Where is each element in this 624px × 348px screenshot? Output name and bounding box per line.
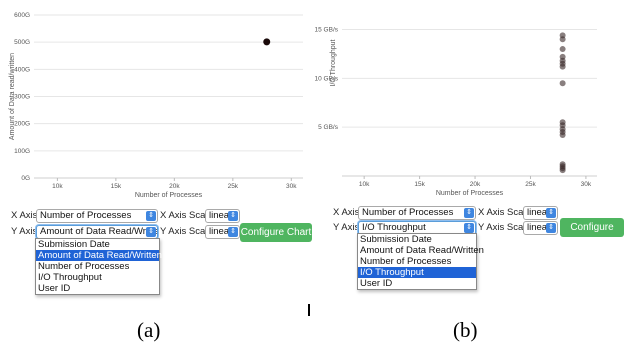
caption-a: (a) (137, 318, 161, 342)
y-axis-title: Amount of Data read/written (9, 53, 16, 140)
chevron-updown-icon: ⇕ (464, 208, 474, 218)
y-tick-label: 0G (21, 175, 30, 182)
y-tick-label: 5 GB/s (318, 124, 339, 131)
x-tick-label: 15k (111, 183, 122, 190)
y-axis-scale-select[interactable]: linear ⇕ (205, 225, 240, 239)
dropdown-option[interactable]: Number of Processes (38, 261, 130, 272)
x-axis-label: X Axis (11, 210, 38, 221)
x-tick-label: 20k (470, 181, 481, 188)
chevron-updown-icon: ⇕ (146, 211, 156, 221)
y-tick-label: 15 GB/s (315, 27, 339, 34)
divider (308, 304, 310, 316)
x-axis-scale-select[interactable]: linear ⇕ (205, 209, 240, 223)
dropdown-option[interactable]: Submission Date (38, 239, 110, 250)
chart-a: 0G 100G 200G 300G 400G 500G 600G 10k 15k 20k 25k 30… (9, 12, 303, 199)
dropdown-option[interactable]: User ID (38, 283, 71, 294)
x-axis-scale-value: linear (527, 207, 551, 218)
x-tick-label: 25k (525, 181, 536, 188)
x-axis-title: Number of Processes (436, 190, 504, 197)
y-axis-label: Y Axis (11, 226, 38, 237)
y-axis-scale-value: linear (209, 226, 233, 237)
y-axis-scale-label: Y Axis Scale (478, 222, 531, 233)
y-axis-dropdown-list: Submission Date Amount of Data Read/Writt… (357, 233, 484, 290)
data-point (263, 38, 271, 46)
chevron-updown-icon: ⇕ (146, 227, 156, 237)
y-tick-label: 400G (14, 66, 30, 73)
data-point (559, 80, 566, 87)
y-tick-label: 600G (14, 12, 30, 19)
panel-a: 0G 100G 200G 300G 400G 500G 600G 10k 15k 20k 25k 30… (9, 12, 312, 342)
y-axis-title: I/O Throughput (330, 39, 337, 86)
y-axis-scale-value: linear (527, 222, 551, 233)
dropdown-option[interactable]: User ID (360, 278, 393, 289)
dropdown-option[interactable]: Amount of Data Read/Written (360, 245, 484, 256)
x-axis-select[interactable]: Number of Processes ⇕ (36, 209, 158, 223)
caption-b: (b) (453, 318, 478, 342)
y-tick-label: 500G (14, 39, 30, 46)
x-axis-select-value: Number of Processes (40, 210, 132, 221)
data-point (559, 36, 566, 43)
y-axis-select[interactable]: Amount of Data Read/Written ⇕ (36, 225, 158, 239)
y-axis-dropdown-list: Submission Date Amount of Data Read/Writt… (35, 238, 162, 295)
y-axis-scale-select[interactable]: linear ⇕ (523, 221, 558, 235)
x-tick-label: 30k (581, 181, 592, 188)
y-tick-label: 200G (14, 121, 30, 128)
y-axis-select-value: Amount of Data Read/Written (40, 226, 158, 237)
dropdown-option[interactable]: I/O Throughput (38, 272, 102, 283)
x-tick-label: 15k (414, 181, 425, 188)
x-axis-select[interactable]: Number of Processes ⇕ (358, 206, 476, 220)
x-axis-select-value: Number of Processes (362, 207, 454, 218)
y-tick-label: 10 GB/s (315, 75, 339, 82)
data-point (559, 46, 566, 53)
data-point (559, 131, 566, 138)
x-tick-label: 10k (359, 181, 370, 188)
x-axis-scale-select[interactable]: linear ⇕ (523, 206, 558, 220)
dropdown-option[interactable]: Amount of Data Read/Written (36, 250, 162, 261)
x-tick-label: 10k (52, 183, 63, 190)
y-tick-label: 100G (14, 148, 30, 155)
chevron-updown-icon: ⇕ (228, 227, 238, 237)
dropdown-option[interactable]: I/O Throughput (358, 267, 476, 278)
chevron-updown-icon: ⇕ (546, 223, 556, 233)
x-axis-scale-label: X Axis Scale (160, 210, 213, 221)
y-tick-label: 300G (14, 94, 30, 101)
chevron-updown-icon: ⇕ (546, 208, 556, 218)
y-axis-scale-label: Y Axis Scale (160, 226, 213, 237)
data-point (559, 167, 566, 174)
y-axis-select-value: I/O Throughput (362, 222, 426, 233)
x-axis-scale-label: X Axis Scale (478, 207, 531, 218)
x-tick-label: 25k (228, 183, 239, 190)
chevron-updown-icon: ⇕ (464, 223, 474, 233)
x-tick-label: 20k (169, 183, 180, 190)
configure-chart-button[interactable]: Configure Chart (240, 223, 312, 242)
data-point (559, 63, 566, 70)
x-axis-scale-value: linear (209, 210, 233, 221)
x-axis-label: X Axis (333, 207, 360, 218)
chart-b: 5 GB/s 10 GB/s 15 GB/s 10k 15k 20k 25k 30k Numbe… (315, 27, 597, 197)
panel-b: 5 GB/s 10 GB/s 15 GB/s 10k 15k 20k 25k 30k Numbe… (312, 0, 624, 348)
configure-chart-button[interactable]: Configure Chart (560, 218, 624, 252)
y-axis-label: Y Axis (333, 222, 360, 233)
dropdown-option[interactable]: Submission Date (360, 234, 432, 245)
chevron-updown-icon: ⇕ (228, 211, 238, 221)
x-axis-title: Number of Processes (135, 192, 203, 199)
x-tick-label: 30k (286, 183, 297, 190)
dropdown-option[interactable]: Number of Processes (360, 256, 452, 267)
